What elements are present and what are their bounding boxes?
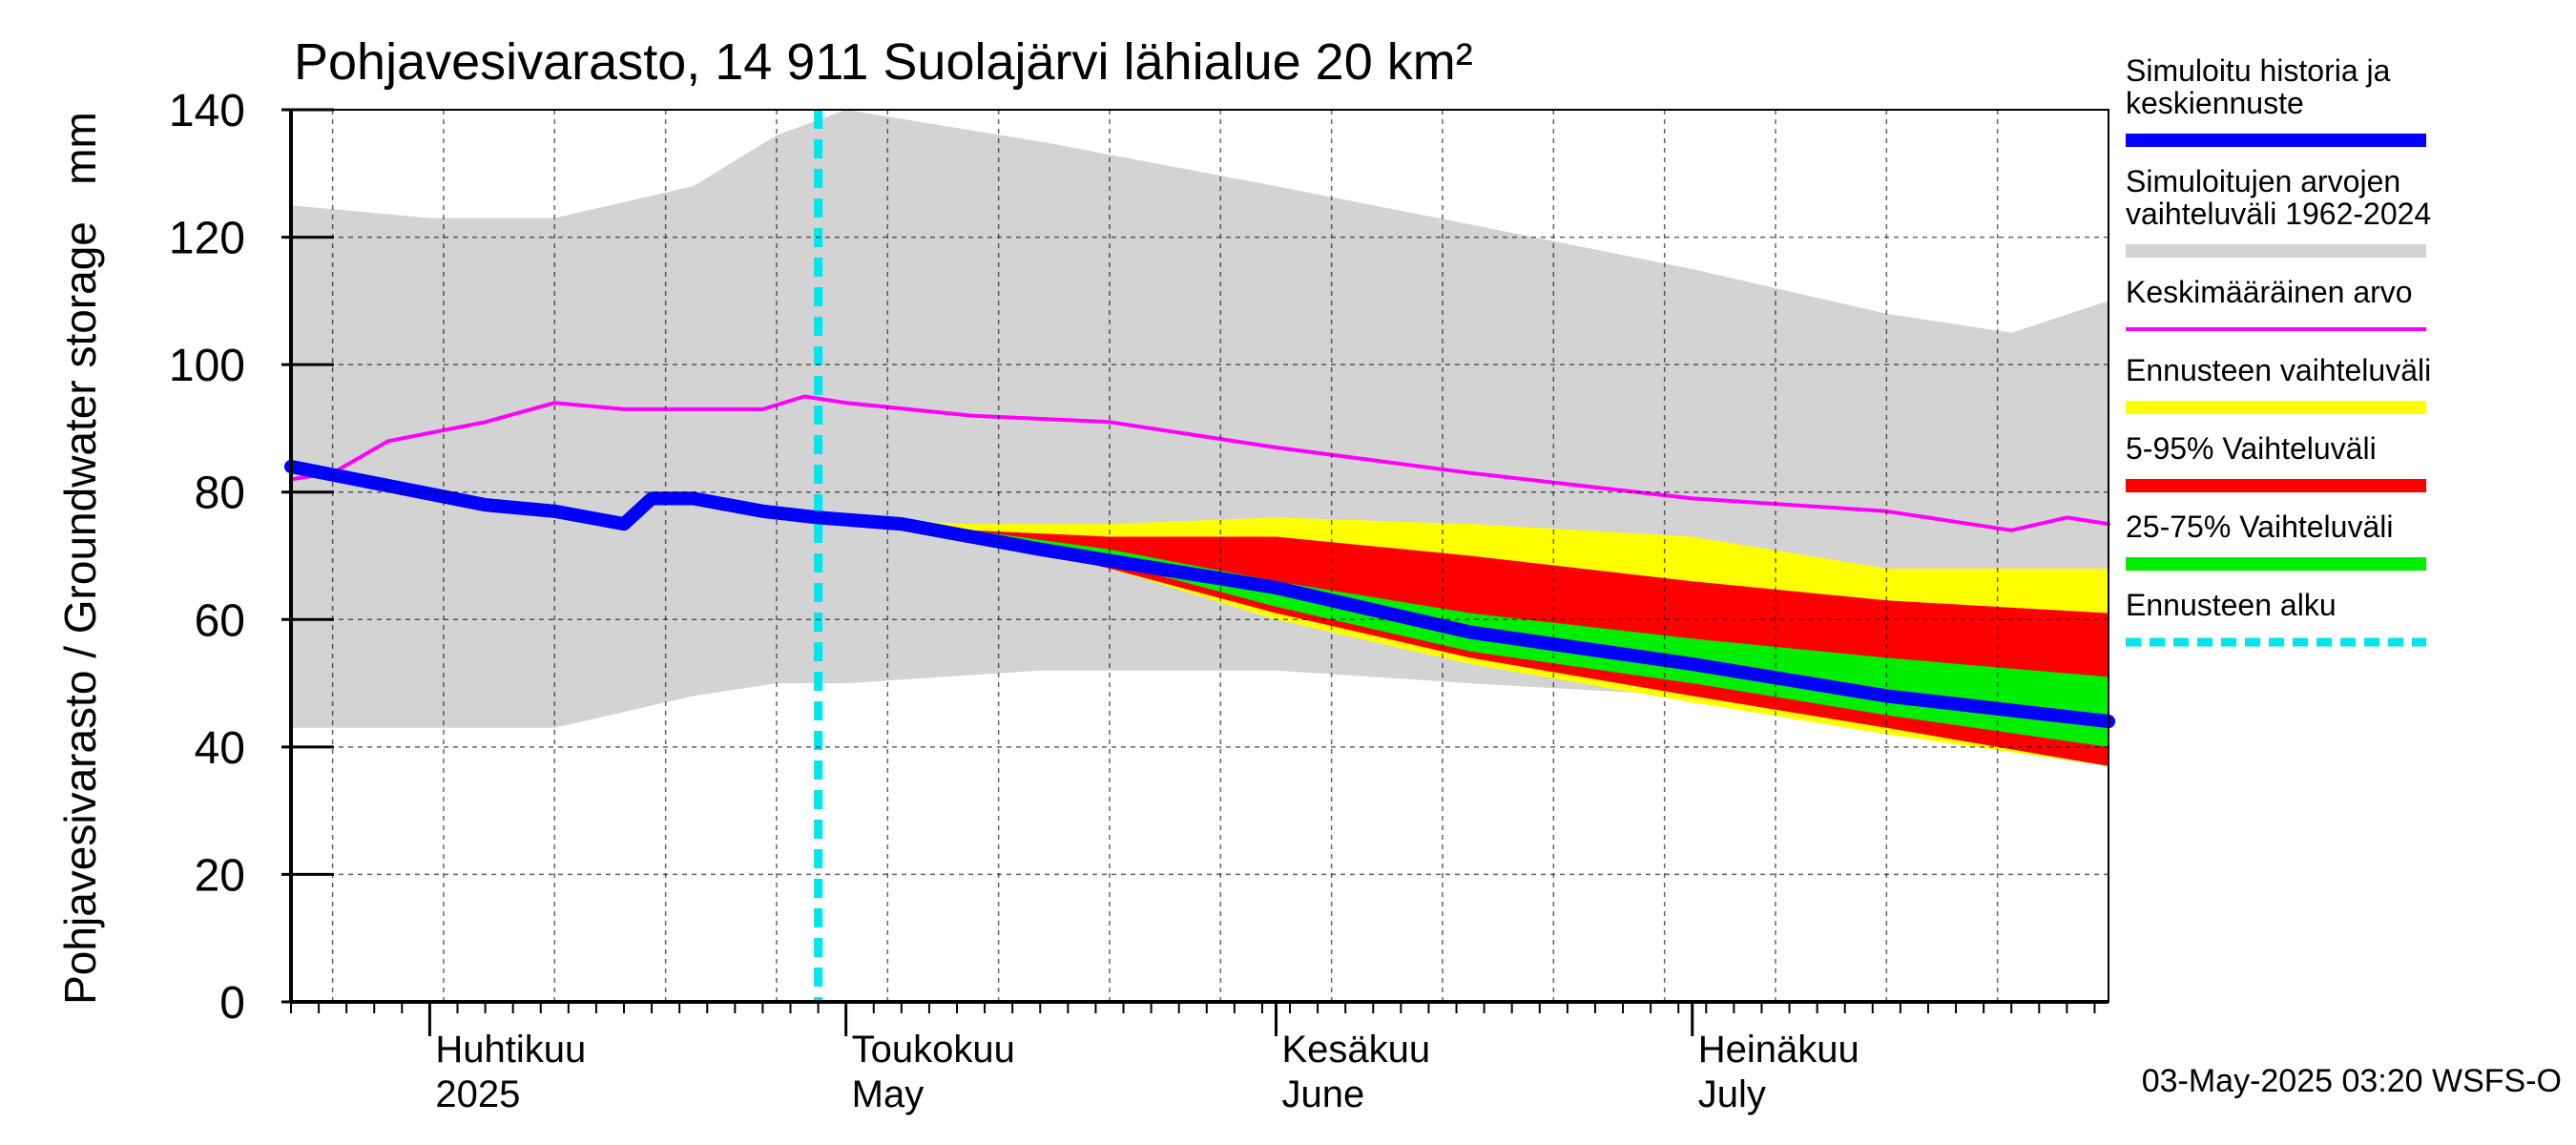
month-label-fi: Toukokuu bbox=[852, 1029, 1015, 1071]
y-axis-label: Pohjavesivarasto / Groundwater storage m… bbox=[55, 112, 105, 1005]
month-label-fi: Huhtikuu bbox=[435, 1029, 586, 1071]
legend-label: vaihteluväli 1962-2024 bbox=[2126, 197, 2431, 231]
month-label-en: May bbox=[852, 1073, 924, 1115]
legend-label: keskiennuste bbox=[2126, 86, 2304, 120]
y-tick-label: 120 bbox=[169, 214, 245, 264]
legend-label: Keskimääräinen arvo bbox=[2126, 275, 2413, 309]
legend-label: Simuloitujen arvojen bbox=[2126, 164, 2400, 198]
grid bbox=[289, 109, 2109, 1004]
plot-area bbox=[284, 110, 2115, 1002]
y-tick-label: 100 bbox=[169, 341, 245, 391]
y-tick-label: 60 bbox=[195, 595, 245, 646]
y-tick-label: 0 bbox=[219, 978, 245, 1029]
y-tick-label: 20 bbox=[195, 850, 245, 901]
month-label-en: 2025 bbox=[435, 1073, 520, 1115]
legend-label: Ennusteen alku bbox=[2126, 588, 2337, 622]
legend-label: 5-95% Vaihteluväli bbox=[2126, 431, 2377, 466]
month-label-en: June bbox=[1281, 1073, 1364, 1115]
y-axis: 0 20 40 60 80 100 120 140 bbox=[169, 86, 334, 1029]
legend-label: 25-75% Vaihteluväli bbox=[2126, 510, 2393, 544]
month-label-fi: Kesäkuu bbox=[1281, 1029, 1430, 1071]
month-label-fi: Heinäkuu bbox=[1698, 1029, 1859, 1071]
chart-title: Pohjavesivarasto, 14 911 Suolajärvi lähi… bbox=[294, 33, 1473, 91]
y-tick-label: 140 bbox=[169, 86, 245, 136]
median-forecast-line bbox=[284, 460, 2115, 729]
y-tick-label: 40 bbox=[195, 723, 245, 774]
month-label-en: July bbox=[1698, 1073, 1766, 1115]
legend-label: Ennusteen vaihteluväli bbox=[2126, 353, 2431, 387]
timestamp: 03-May-2025 03:20 WSFS-O bbox=[2142, 1063, 2562, 1099]
y-tick-label: 80 bbox=[195, 468, 245, 519]
legend-label: Simuloitu historia ja bbox=[2126, 53, 2391, 88]
